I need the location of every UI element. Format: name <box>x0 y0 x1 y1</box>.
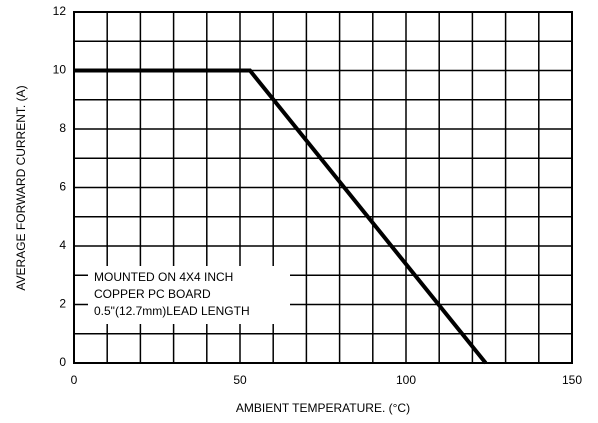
y-tick-label: 10 <box>53 63 67 77</box>
annotation: COPPER PC BOARD <box>94 287 211 301</box>
annotation: MOUNTED ON 4X4 INCH <box>94 270 233 284</box>
y-tick-label: 0 <box>59 355 66 369</box>
curve <box>74 68 488 365</box>
y-tick-label: 2 <box>59 297 66 311</box>
x-tick-label: 0 <box>71 373 78 387</box>
y-tick-label: 12 <box>53 4 67 18</box>
y-axis-label: AVERAGE FORWARD CURRENT. (A) <box>14 85 28 290</box>
annotation: 0.5"(12.7mm)LEAD LENGTH <box>94 304 250 318</box>
x-tick-label: 100 <box>396 373 416 387</box>
y-tick-label: 8 <box>59 121 66 135</box>
annotation-box <box>88 266 290 324</box>
x-tick-label: 50 <box>233 373 247 387</box>
x-axis-label: AMBIENT TEMPERATURE. (°C) <box>236 401 410 415</box>
y-tick-label: 6 <box>59 180 66 194</box>
x-tick-label: 150 <box>562 373 582 387</box>
y-tick-label: 4 <box>59 238 66 252</box>
plot-frame <box>73 11 573 364</box>
